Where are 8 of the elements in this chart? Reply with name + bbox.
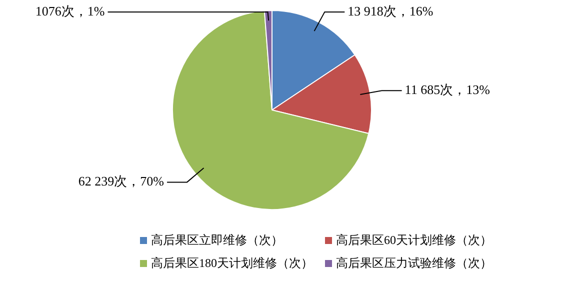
legend-label: 高后果区180天计划维修（次） [151,255,313,272]
legend-label: 高后果区立即维修（次） [151,232,283,249]
data-label: 62 239次，70% [78,174,164,189]
legend-label: 高后果区压力试验维修（次） [336,255,492,272]
data-label: 13 918次，16% [348,3,434,18]
legend-label: 高后果区60天计划维修（次） [336,232,492,249]
data-label: 1076次，1% [35,3,105,18]
data-label: 11 685次，13% [404,82,490,98]
